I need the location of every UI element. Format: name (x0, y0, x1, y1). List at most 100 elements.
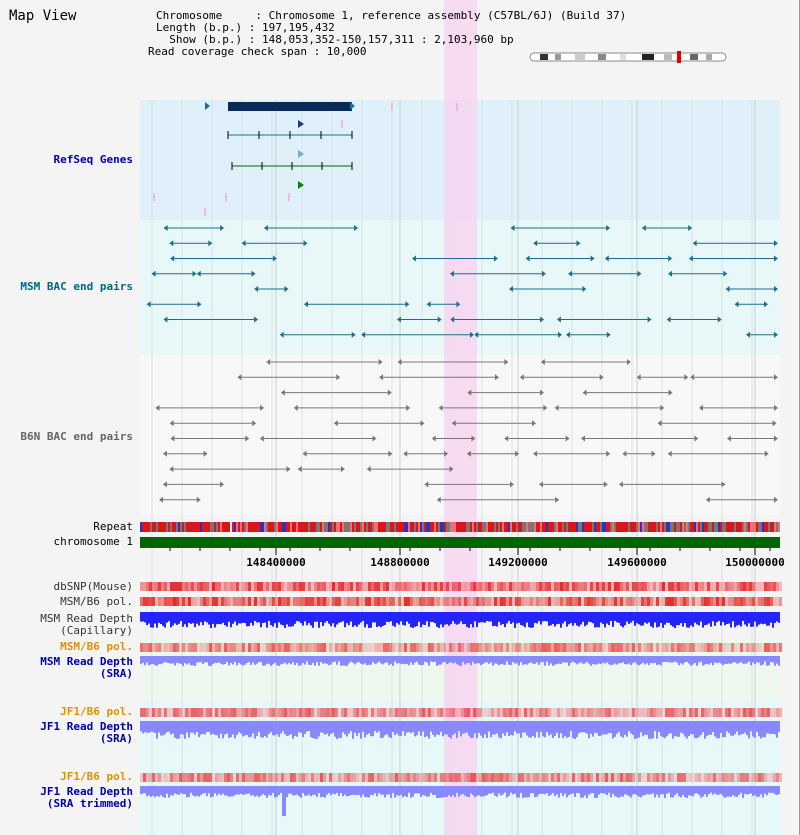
snp-density-cell (503, 708, 506, 717)
read-depth-bar (506, 786, 508, 798)
snp-density-cell (581, 582, 584, 591)
snp-density-cell (365, 582, 368, 591)
snp-density-cell (197, 708, 200, 717)
snp-density-cell (371, 773, 374, 782)
read-depth-bar (548, 612, 550, 626)
read-depth-bar (250, 786, 252, 796)
snp-density-cell (713, 708, 716, 717)
read-depth-bar (446, 721, 448, 735)
repeat-segment (764, 522, 766, 532)
read-depth-bar (742, 721, 744, 734)
read-depth-bar (650, 786, 652, 795)
read-depth-bar (326, 656, 328, 664)
read-depth-bar (718, 786, 720, 795)
snp-density-cell (716, 597, 719, 606)
snp-density-cell (605, 708, 608, 717)
read-depth-bar (490, 612, 492, 622)
snp-density-cell (308, 708, 311, 717)
read-depth-bar (394, 656, 396, 662)
snp-density-cell (422, 773, 425, 782)
snp-density-cell (773, 582, 776, 591)
snp-density-cell (332, 708, 335, 717)
repeat-segment (178, 522, 180, 532)
snp-density-cell (212, 643, 215, 652)
read-depth-bar (174, 721, 176, 738)
read-depth-bar (422, 656, 424, 665)
read-depth-bar (596, 612, 598, 628)
snp-density-cell (554, 773, 557, 782)
snp-density-cell (194, 582, 197, 591)
snp-density-cell (359, 597, 362, 606)
repeat-segment (478, 522, 480, 532)
repeat-segment (592, 522, 594, 532)
read-depth-bar (670, 656, 672, 663)
read-depth-bar (554, 786, 556, 797)
snp-density-cell (377, 597, 380, 606)
snp-density-cell (560, 643, 563, 652)
repeat-segment (152, 522, 154, 532)
bac-end-marker (466, 450, 471, 457)
read-depth-bar (302, 786, 304, 793)
track-label-msm-depth-capillary: MSM Read Depth (Capillary) (40, 613, 133, 637)
repeat-segment (148, 522, 150, 532)
track-label-msm-bac[interactable]: MSM BAC end pairs (20, 280, 133, 293)
snp-density-cell (710, 582, 713, 591)
msm-depth-sra-line2: (SRA) (99, 667, 133, 680)
snp-density-cell (302, 597, 305, 606)
snp-density-cell (188, 643, 191, 652)
read-depth-bar (710, 721, 712, 735)
repeat-segment (272, 522, 274, 532)
read-depth-bar (708, 721, 710, 735)
snp-density-cell (254, 582, 257, 591)
snp-density-cell (776, 773, 779, 782)
repeat-segment (672, 522, 674, 532)
bac-end-marker (280, 389, 285, 396)
snp-density-cell (212, 597, 215, 606)
snp-density-cell (347, 643, 350, 652)
repeat-segment (398, 522, 400, 532)
read-depth-bar (750, 656, 752, 666)
read-depth-bar (586, 656, 588, 662)
snp-density-cell (293, 773, 296, 782)
read-depth-bar (592, 612, 594, 624)
read-depth-bar (282, 656, 284, 664)
read-depth-bar (660, 786, 662, 795)
read-depth-bar (428, 786, 430, 797)
snp-density-cell (509, 582, 512, 591)
read-depth-bar (606, 656, 608, 663)
read-depth-bar (740, 786, 742, 793)
snp-density-cell (302, 708, 305, 717)
track-label-refseq[interactable]: RefSeq Genes (53, 153, 133, 166)
snp-density-cell (269, 597, 272, 606)
read-depth-bar (170, 786, 172, 796)
read-depth-bar (544, 721, 546, 738)
snp-density-cell (737, 708, 740, 717)
snp-density-cell (386, 582, 389, 591)
repeat-segment (484, 522, 486, 532)
read-depth-bar (582, 656, 584, 664)
snp-density-cell (323, 597, 326, 606)
snp-density-cell (215, 773, 218, 782)
repeat-segment (766, 522, 768, 532)
read-depth-bar (762, 721, 764, 738)
repeat-segment (544, 522, 546, 532)
read-depth-bar (724, 612, 726, 626)
read-depth-bar (532, 612, 534, 628)
read-depth-bar (400, 721, 402, 736)
snp-density-cell (695, 708, 698, 717)
read-depth-bar (568, 721, 570, 737)
read-depth-bar (652, 721, 654, 739)
snp-density-cell (542, 582, 545, 591)
snp-density-cell (368, 708, 371, 717)
read-depth-bar (384, 786, 386, 798)
repeat-segment (598, 522, 600, 532)
snp-density-cell (497, 643, 500, 652)
read-depth-bar (188, 786, 190, 797)
snp-density-cell (299, 582, 302, 591)
read-depth-bar (520, 612, 522, 625)
snp-density-cell (515, 708, 518, 717)
track-label-b6n-bac[interactable]: B6N BAC end pairs (20, 430, 133, 443)
read-depth-bar (320, 612, 322, 622)
read-depth-bar (744, 786, 746, 794)
